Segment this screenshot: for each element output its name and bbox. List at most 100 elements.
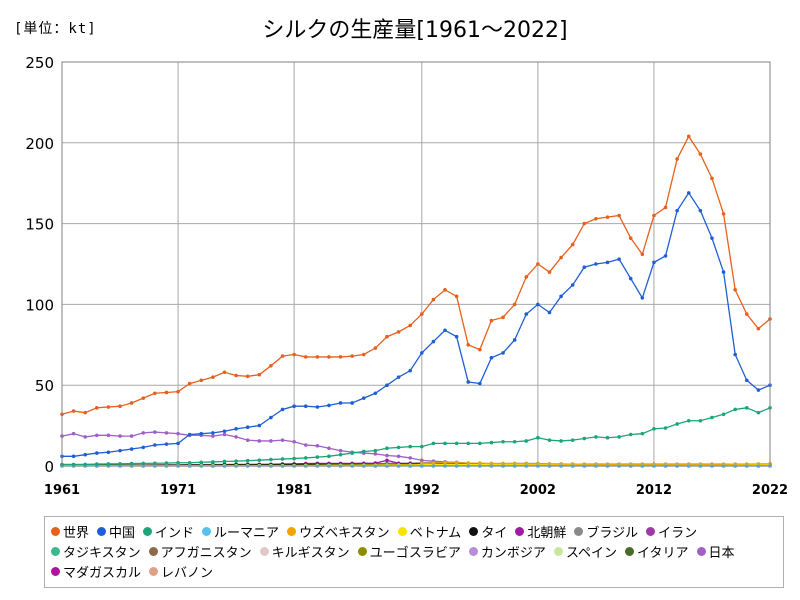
x-tick-label: 1981 xyxy=(276,483,312,498)
data-point xyxy=(559,439,563,443)
legend-item: タジキスタン xyxy=(51,541,141,561)
data-point xyxy=(257,458,262,462)
data-point xyxy=(524,312,529,316)
data-point xyxy=(245,374,250,379)
data-point xyxy=(141,431,146,435)
data-point xyxy=(338,355,343,359)
y-tick-label: 200 xyxy=(25,135,54,153)
data-point xyxy=(431,339,436,344)
data-point xyxy=(280,457,285,461)
data-point xyxy=(443,460,447,465)
data-point xyxy=(570,283,575,287)
data-point xyxy=(106,450,111,455)
data-point xyxy=(71,409,76,413)
data-point xyxy=(350,401,354,405)
data-point xyxy=(489,440,494,445)
data-point xyxy=(744,406,749,410)
legend-label: インド xyxy=(155,525,195,541)
data-point xyxy=(710,415,714,420)
legend-item: イタリア xyxy=(625,541,689,561)
y-tick-labels: 0 50 100 150 200 250 xyxy=(25,54,54,476)
x-tick-labels: 1961 1971 1981 1992 2002 2012 2022 xyxy=(44,483,788,498)
data-point xyxy=(559,255,563,260)
data-point xyxy=(222,429,227,434)
data-point xyxy=(292,404,296,409)
unit-label: [単位：kt] xyxy=(14,21,97,37)
data-point xyxy=(582,436,587,441)
series-lines xyxy=(60,134,772,468)
data-point xyxy=(524,439,529,443)
data-point xyxy=(129,434,134,438)
data-point xyxy=(234,373,238,378)
data-point xyxy=(257,439,262,443)
data-point xyxy=(640,296,645,300)
data-point xyxy=(164,461,169,465)
data-point xyxy=(141,445,146,450)
data-point xyxy=(164,442,169,446)
data-point xyxy=(675,157,679,161)
data-point xyxy=(640,252,645,257)
data-point xyxy=(269,415,273,420)
legend-swatch xyxy=(515,526,525,536)
legend-item: 中国 xyxy=(97,521,135,541)
data-point xyxy=(466,380,471,384)
data-point xyxy=(663,205,668,210)
legend-label: スペイン xyxy=(565,545,618,561)
data-point xyxy=(327,446,331,451)
data-point xyxy=(385,453,389,458)
data-point xyxy=(153,461,157,466)
legend-item: 世界 xyxy=(51,521,89,541)
legend-swatch xyxy=(143,526,153,536)
data-point xyxy=(280,354,285,358)
chart-title: シルクの生産量[1961～2022] xyxy=(262,18,568,43)
data-point xyxy=(129,461,134,466)
data-point xyxy=(652,427,656,431)
data-point xyxy=(187,432,192,437)
data-point xyxy=(466,343,471,347)
legend-label: 中国 xyxy=(109,525,136,541)
legend-item: ウズベキスタン xyxy=(287,521,390,541)
data-point xyxy=(501,439,505,444)
data-point xyxy=(454,294,459,299)
legend-swatch xyxy=(202,526,212,536)
legend-item: スペイン xyxy=(553,541,618,561)
data-point xyxy=(478,441,482,446)
legend-label: アフガニスタン xyxy=(160,545,252,561)
data-point xyxy=(164,431,169,435)
data-point xyxy=(350,451,354,455)
x-tick-label: 2012 xyxy=(636,483,672,498)
data-point xyxy=(292,456,296,461)
series-1 xyxy=(60,191,772,459)
data-point xyxy=(199,378,204,383)
legend-item: ブラジル xyxy=(574,521,638,541)
data-point xyxy=(698,152,703,156)
y-tick-label: 150 xyxy=(25,216,54,234)
legend-item: カンボジア xyxy=(468,541,546,561)
data-point xyxy=(594,262,598,266)
series-line xyxy=(62,407,771,466)
data-point xyxy=(118,434,122,438)
legend-label: 北朝鮮 xyxy=(527,525,567,541)
data-point xyxy=(164,390,169,395)
data-point xyxy=(245,438,250,442)
legend-swatch xyxy=(696,546,706,556)
legend-item: キルギスタン xyxy=(259,541,350,561)
data-point xyxy=(408,368,412,373)
data-point xyxy=(431,441,436,446)
legend-label: キルギスタン xyxy=(271,545,350,561)
data-point xyxy=(269,364,273,368)
legend-item: タイ xyxy=(469,521,507,541)
data-point xyxy=(315,444,320,448)
data-point xyxy=(257,372,262,377)
legend-label: ウズベキスタン xyxy=(299,525,390,541)
data-point xyxy=(478,381,482,386)
legend: 世界 中国 インド ルーマニア ウズベキスタン ベトナム タイ 北朝鮮 ブラジル イラン タジキスタ… xyxy=(44,516,784,588)
data-point xyxy=(431,297,436,302)
data-point xyxy=(396,330,401,334)
data-point xyxy=(628,236,633,240)
data-point xyxy=(408,456,412,460)
legend-label: イラン xyxy=(658,525,698,541)
y-tick-label: 250 xyxy=(25,54,54,72)
data-point xyxy=(721,212,726,216)
data-point xyxy=(710,236,714,240)
